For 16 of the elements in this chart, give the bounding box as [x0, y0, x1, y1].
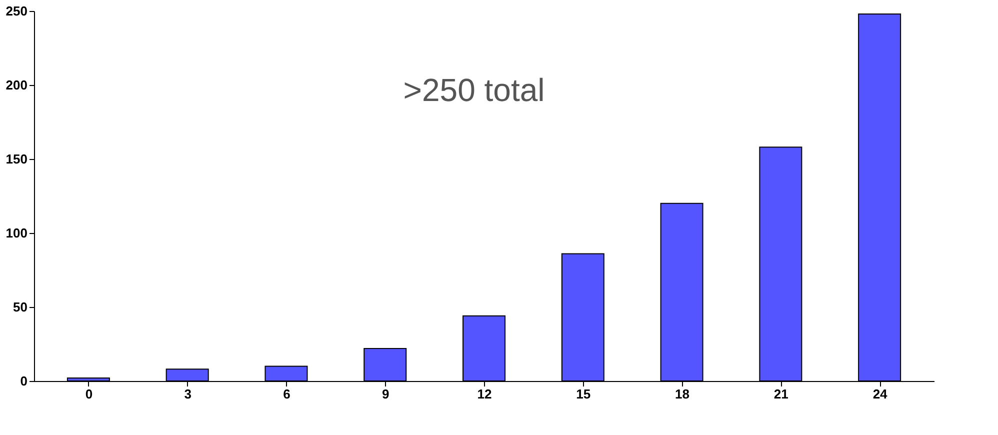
y-tick-label: 0 [20, 374, 28, 388]
x-tick-label: 9 [382, 386, 390, 402]
x-tick-label: 3 [184, 386, 192, 402]
x-tick-label: 24 [872, 386, 888, 402]
annotation: >250 total [403, 72, 545, 108]
x-tick-label: 21 [774, 386, 788, 402]
x-tick-label: 12 [477, 386, 492, 402]
y-tick-label: 250 [6, 4, 28, 18]
x-tick-label: 0 [85, 386, 93, 402]
x-tick-label: 18 [675, 386, 690, 402]
y-tick-label: 200 [6, 78, 28, 92]
y-tick-label: 50 [13, 300, 28, 314]
x-tick-label: 15 [576, 386, 591, 402]
y-tick-label: 100 [6, 226, 28, 240]
y-tick-label: 150 [6, 152, 28, 166]
x-tick-label: 6 [283, 386, 290, 402]
